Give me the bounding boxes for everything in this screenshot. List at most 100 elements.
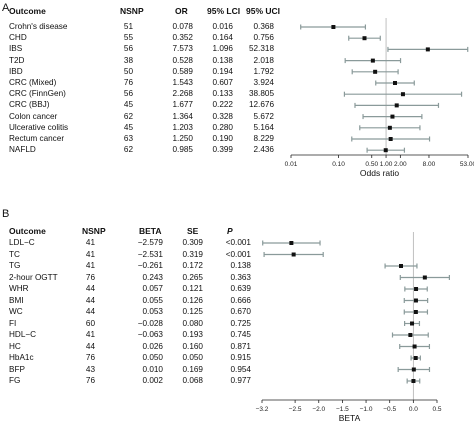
cell-se: 0.309 [182, 238, 204, 247]
cell-uci: 2.018 [253, 55, 275, 65]
cell-beta: 0.243 [142, 272, 164, 282]
cell-p: 0.363 [230, 272, 252, 282]
panel-label: A [2, 2, 10, 14]
cell-p: 0.871 [230, 341, 252, 351]
cell-beta: −0.063 [137, 330, 163, 339]
x-tick-label: 0.5 [432, 406, 441, 413]
cell-p: 0.666 [230, 295, 252, 305]
cell-p: 0.670 [230, 307, 252, 316]
point-estimate [399, 264, 404, 268]
cell-outcome: CRC (Mixed) [9, 78, 57, 87]
cell-outcome: WHR [9, 284, 29, 293]
cell-or: 0.985 [172, 145, 194, 155]
cell-outcome: 2-hour OGTT [9, 272, 58, 282]
point-estimate [331, 25, 336, 29]
cell-lci: 0.016 [212, 22, 234, 31]
cell-beta: 0.055 [142, 295, 164, 305]
cell-nsnp: 44 [85, 307, 95, 316]
cell-se: 0.160 [182, 341, 204, 351]
cell-outcome: Ulcerative colitis [9, 122, 69, 132]
x-tick-label: 8.00 [423, 161, 436, 168]
cell-lci: 0.222 [212, 100, 234, 110]
cell-uci: 12.676 [248, 100, 274, 110]
cell-se: 0.319 [182, 249, 204, 259]
cell-nsnp: 76 [85, 272, 95, 282]
cell-uci: 5.672 [253, 111, 275, 121]
cell-nsnp: 51 [123, 22, 133, 31]
x-tick-label: −1.0 [360, 406, 373, 413]
cell-beta: 0.050 [142, 353, 164, 362]
cell-outcome: Rectum cancer [9, 134, 65, 143]
cell-nsnp: 41 [85, 261, 95, 270]
point-estimate [400, 92, 405, 97]
point-estimate [410, 321, 415, 326]
x-tick-label: 53.00 [460, 161, 474, 168]
cell-beta: −0.261 [137, 261, 163, 270]
cell-nsnp: 44 [85, 341, 95, 351]
x-tick-label: 0.0 [409, 406, 418, 413]
point-estimate [388, 137, 393, 141]
cell-beta: −0.028 [137, 318, 163, 328]
header-nsnp: NSNP [82, 226, 106, 236]
cell-or: 1.543 [172, 78, 194, 87]
point-estimate [425, 47, 430, 52]
cell-outcome: WC [9, 307, 23, 316]
header-nsnp: NSNP [120, 6, 144, 16]
cell-beta: 0.010 [142, 364, 164, 374]
cell-p: 0.138 [230, 261, 252, 270]
cell-se: 0.172 [182, 261, 204, 270]
cell-p: 0.725 [230, 318, 252, 328]
cell-outcome: TG [9, 261, 21, 270]
cell-outcome: Crohn's disease [9, 22, 68, 31]
cell-se: 0.068 [182, 376, 204, 385]
cell-outcome: T2D [9, 55, 25, 65]
header-se: SE [187, 226, 199, 236]
cell-p: 0.745 [230, 330, 252, 339]
x-axis-label: BETA [339, 413, 361, 421]
cell-nsnp: 38 [123, 55, 133, 65]
x-tick-label: −2.5 [289, 406, 302, 413]
header-lci: 95% LCI [207, 6, 241, 16]
cell-se: 0.125 [182, 307, 204, 316]
cell-outcome: Colon cancer [9, 111, 58, 121]
cell-or: 0.352 [172, 33, 194, 43]
panel-b: B Outcome NSNP BETA SE P LDL−C 41 −2.579 0.… [0, 206, 474, 421]
cell-outcome: FI [9, 318, 17, 328]
cell-nsnp: 55 [123, 33, 133, 43]
cell-lci: 0.164 [212, 33, 234, 43]
cell-or: 0.078 [172, 22, 194, 31]
cell-uci: 3.924 [253, 78, 275, 87]
cell-nsnp: 44 [85, 295, 95, 305]
cell-lci: 0.607 [212, 78, 234, 87]
cell-se: 0.126 [182, 295, 204, 305]
cell-nsnp: 41 [85, 238, 95, 247]
header-outcome: Outcome [9, 6, 46, 16]
panel-a: A Outcome NSNP OR 95% LCI 95% UCI Crohn'… [0, 0, 474, 205]
cell-beta: 0.057 [142, 284, 164, 293]
cell-uci: 2.436 [253, 145, 275, 155]
cell-outcome: NAFLD [9, 145, 36, 155]
point-estimate [291, 252, 296, 257]
point-estimate [414, 287, 419, 291]
cell-p: 0.977 [230, 376, 252, 385]
cell-lci: 0.280 [212, 122, 234, 132]
cell-nsnp: 63 [123, 134, 133, 143]
cell-p: <0.001 [225, 249, 251, 259]
cell-nsnp: 56 [123, 44, 133, 54]
cell-outcome: IBS [9, 44, 23, 54]
cell-outcome: HC [9, 341, 21, 351]
x-tick-label: 0.50 [365, 161, 378, 168]
cell-nsnp: 41 [85, 330, 95, 339]
point-estimate [412, 344, 417, 349]
cell-outcome: BMI [9, 295, 24, 305]
cell-outcome: TC [9, 249, 20, 259]
cell-outcome: CRC (FinnGen) [9, 89, 66, 99]
cell-nsnp: 76 [85, 353, 95, 362]
header-p: P [227, 226, 233, 236]
cell-lci: 0.194 [212, 66, 234, 76]
cell-outcome: CHD [9, 33, 27, 43]
cell-nsnp: 45 [123, 122, 133, 132]
cell-or: 1.364 [172, 111, 194, 121]
cell-outcome: FG [9, 376, 21, 385]
cell-lci: 0.138 [212, 55, 234, 65]
